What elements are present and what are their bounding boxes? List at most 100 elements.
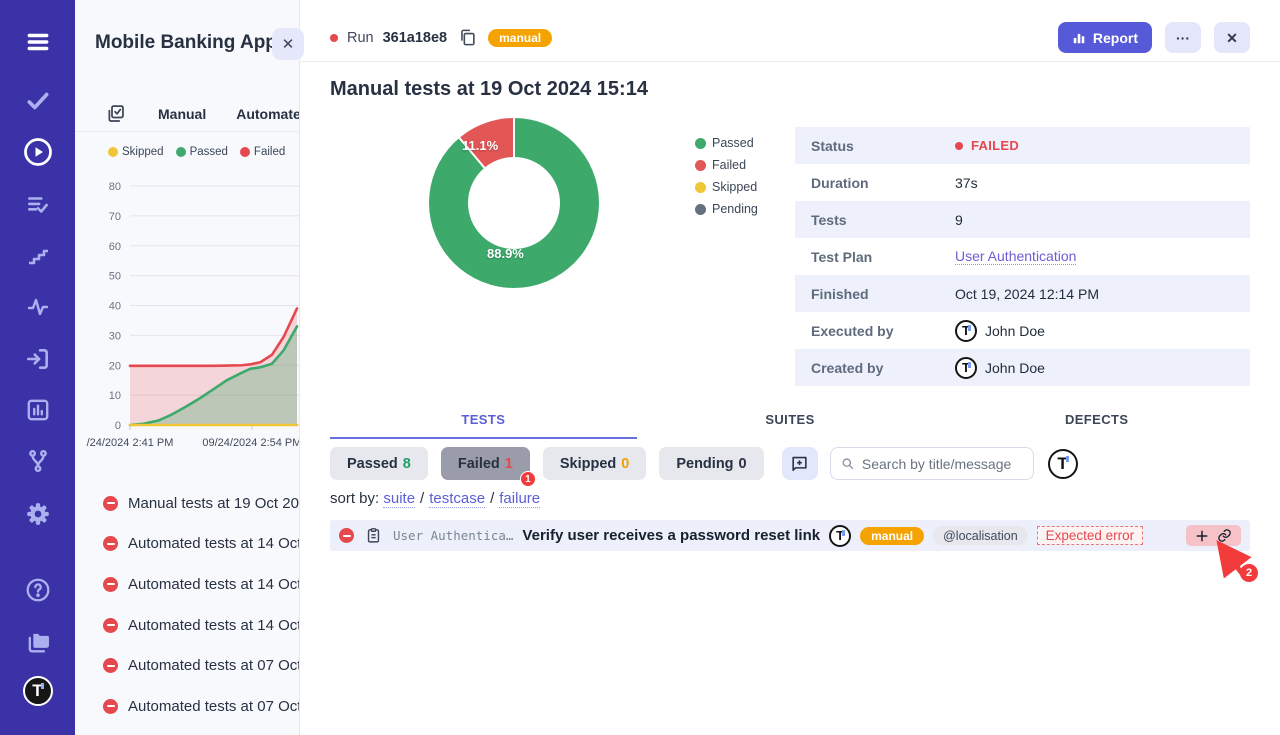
row-actions <box>1186 525 1241 546</box>
run-detail-pane: Run 361a18e8 manual Report ··· ✕ Manual … <box>300 0 1280 735</box>
detail-row-status: Status FAILED <box>795 127 1250 164</box>
trend-chart-legend: Skipped Passed Failed <box>108 146 285 158</box>
test-result-row[interactable]: User Authentica… Verify user receives a … <box>330 520 1250 551</box>
sort-by-failure[interactable]: failure <box>499 490 541 508</box>
pending-dot <box>695 203 706 215</box>
avatar: T <box>955 319 977 342</box>
tab-tests[interactable]: TESTS <box>330 404 637 439</box>
failed-dot <box>239 147 250 157</box>
avatar: T <box>829 524 852 547</box>
search-input[interactable] <box>861 455 1023 472</box>
project-tabs: Manual Automated <box>75 96 299 132</box>
svg-text:60: 60 <box>109 241 121 253</box>
expected-error-badge[interactable]: Expected error <box>1036 526 1144 545</box>
skipped-dot <box>108 147 118 157</box>
legend-item-failed[interactable]: Failed <box>695 158 758 172</box>
passed-dot <box>175 147 186 157</box>
filter-passed-button[interactable]: Passed 8 <box>330 447 428 480</box>
git-branch-icon[interactable] <box>0 448 75 474</box>
search-box <box>829 447 1034 480</box>
check-icon[interactable] <box>0 88 75 114</box>
filter-failed-button[interactable]: Failed 1 1 <box>440 447 536 487</box>
search-icon <box>842 458 853 470</box>
activity-icon[interactable] <box>0 295 75 319</box>
legend-item-failed[interactable]: Failed <box>239 146 285 158</box>
user-avatar-button[interactable]: T <box>1047 448 1078 479</box>
failed-dot <box>695 159 706 171</box>
project-panel: Mobile Banking App Manual Automated Skip… <box>75 0 300 735</box>
detail-row-duration: Duration 37s <box>811 174 978 191</box>
add-comment-button[interactable] <box>781 447 818 480</box>
run-list-item[interactable]: Automated tests at 07 Oct 2 <box>75 645 299 686</box>
sort-by-suite[interactable]: suite <box>383 490 416 508</box>
run-list-item[interactable]: Manual tests at 19 Oct 2024 <box>75 483 299 524</box>
filter-pending-button[interactable]: Pending 0 <box>659 447 764 480</box>
run-list-item[interactable]: Automated tests at 14 Oct 2 <box>75 524 299 565</box>
run-label: Run <box>347 29 374 46</box>
log-in-icon[interactable] <box>0 346 75 372</box>
sort-row: sort by: suite / testcase / failure <box>330 490 541 508</box>
donut-legend: Passed Failed Skipped Pending <box>695 136 758 216</box>
run-list-item[interactable]: Automated tests at 07 Oct 2 <box>75 686 299 727</box>
suite-name: User Authentica… <box>393 528 514 543</box>
legend-item-pending[interactable]: Pending <box>695 202 758 216</box>
donut-label-failed: 11.1% <box>462 138 499 153</box>
legend-item-passed[interactable]: Passed <box>695 136 758 150</box>
detail-row-tests: Tests 9 <box>795 201 1250 238</box>
add-icon[interactable] <box>1193 529 1211 543</box>
svg-text:70: 70 <box>109 211 121 223</box>
report-button[interactable]: Report <box>1057 22 1152 53</box>
tab-defects[interactable]: DEFECTS <box>1064 412 1129 427</box>
skipped-dot <box>695 181 706 193</box>
list-check-icon[interactable] <box>0 192 75 218</box>
copy-check-icon[interactable] <box>103 101 128 126</box>
bar-chart-icon[interactable] <box>0 397 75 423</box>
detail-row-executed-by: Executed by T John Doe <box>795 312 1250 349</box>
annotation-step-badge: 2 <box>1240 564 1258 582</box>
clipboard-icon <box>363 525 384 546</box>
sort-by-testcase[interactable]: testcase <box>429 490 486 508</box>
svg-text:0: 0 <box>115 420 121 432</box>
tab-suites[interactable]: SUITES <box>765 412 815 427</box>
settings-gear-icon[interactable] <box>0 501 75 527</box>
filter-skipped-button[interactable]: Skipped 0 <box>542 447 647 480</box>
legend-item-skipped[interactable]: Skipped <box>695 180 758 194</box>
tab-automated[interactable]: Automated <box>236 105 299 122</box>
detail-row-created-by: Created by T John Doe <box>795 349 1250 386</box>
tag-badge[interactable]: @localisation <box>933 526 1028 545</box>
failed-dot-icon <box>330 33 338 42</box>
run-type-badge: manual <box>488 28 553 47</box>
play-circle-icon[interactable] <box>0 137 75 167</box>
legend-item-passed[interactable]: Passed <box>175 146 228 158</box>
run-list-item[interactable]: Automated tests at 14 Oct 2 <box>75 605 299 646</box>
folders-icon[interactable] <box>0 628 75 656</box>
testomat-logo[interactable]: T <box>0 676 75 706</box>
legend-item-skipped[interactable]: Skipped <box>108 146 164 158</box>
avatar: T <box>955 356 977 379</box>
more-button[interactable]: ··· <box>1165 22 1201 53</box>
help-circle-icon[interactable] <box>0 577 75 603</box>
tab-manual[interactable]: Manual <box>158 105 207 122</box>
test-plan-link[interactable]: User Authentication <box>955 248 1077 265</box>
run-header: Run 361a18e8 manual Report ··· ✕ <box>300 0 1280 62</box>
sidebar: T <box>0 0 75 735</box>
stairs-icon[interactable] <box>0 244 75 268</box>
passed-dot <box>695 137 706 149</box>
panel-close-button[interactable]: ✕ <box>272 28 304 60</box>
run-title: Manual tests at 19 Oct 2024 15:14 <box>330 78 648 100</box>
failed-status-icon <box>103 698 118 714</box>
copy-icon[interactable] <box>456 26 479 49</box>
annotation-step-badge: 1 <box>519 471 536 487</box>
svg-text:30: 30 <box>109 330 121 342</box>
donut-label-passed: 88.9% <box>487 246 524 261</box>
link-icon[interactable] <box>1215 528 1234 543</box>
svg-text:10: 10 <box>109 390 121 402</box>
menu-icon[interactable] <box>0 29 75 55</box>
test-title: Verify user receives a password reset li… <box>522 527 821 544</box>
close-run-button[interactable]: ✕ <box>1214 22 1250 53</box>
run-details-table: Status FAILED Duration 37s Tests 9 Test … <box>795 127 1250 386</box>
run-list-item[interactable]: Automated tests at 14 Oct 2 <box>75 564 299 605</box>
svg-text:50: 50 <box>109 271 121 283</box>
donut-hole <box>468 157 560 249</box>
failed-status-icon <box>339 528 354 543</box>
